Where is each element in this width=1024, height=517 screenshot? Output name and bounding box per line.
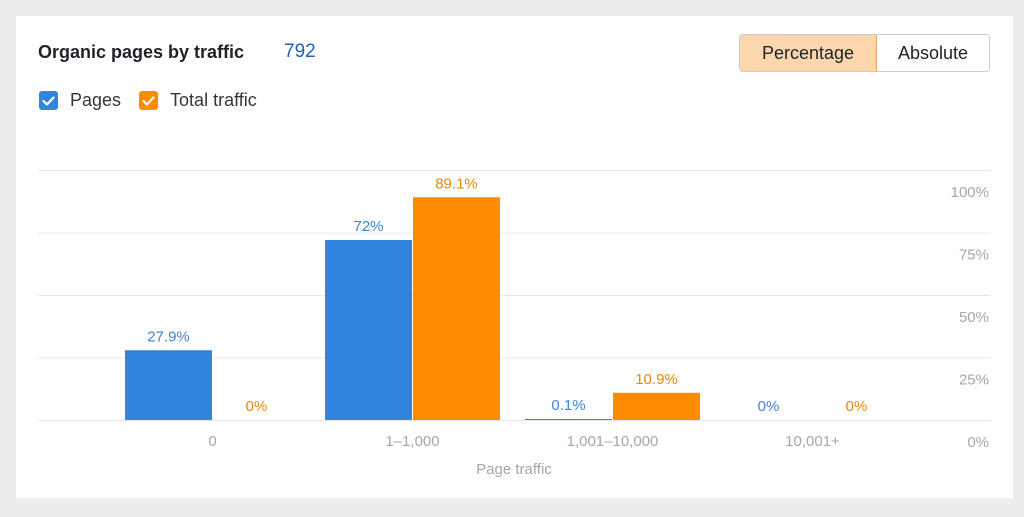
y-tick-label: 25% (959, 372, 989, 389)
bar-total-traffic (413, 197, 500, 420)
x-tick-label: 1–1,000 (385, 433, 439, 450)
checkbox-checked-icon[interactable] (139, 91, 159, 110)
bar-chart: 0% 25% 50% 75% 100% 27.9% 0% 0 72% 89.1% 1–1,000 0.… (38, 170, 991, 478)
percentage-button[interactable]: Percentage (740, 35, 877, 71)
x-tick-label: 1,001–10,000 (567, 433, 659, 450)
pages-count[interactable]: 792 (284, 41, 316, 62)
bar-total-traffic (613, 392, 700, 420)
checkbox-checked-icon[interactable] (39, 91, 58, 110)
legend-item-pages[interactable]: Pages (39, 90, 121, 111)
chart-title: Organic pages by traffic (38, 42, 245, 62)
legend: Pages Total traffic (39, 90, 275, 111)
data-label-total-traffic: 10.9% (635, 371, 678, 388)
data-label-total-traffic: 89.1% (435, 175, 478, 192)
bar-pages (125, 350, 212, 420)
x-tick-label: 0 (208, 433, 216, 450)
data-label-total-traffic: 0% (246, 398, 268, 415)
data-label-pages: 0.1% (551, 397, 585, 414)
y-tick-label: 75% (959, 247, 989, 264)
data-label-pages: 27.9% (147, 328, 190, 345)
view-toggle: Percentage Absolute (739, 34, 990, 72)
legend-item-total-traffic[interactable]: Total traffic (139, 90, 257, 111)
absolute-button[interactable]: Absolute (877, 35, 989, 71)
data-label-pages: 0% (758, 398, 780, 415)
chart-card: Organic pages by traffic 792 Percentage … (16, 16, 1013, 498)
y-tick-label: 100% (951, 184, 989, 201)
legend-label: Total traffic (170, 90, 257, 110)
y-tick-label: 50% (959, 309, 989, 326)
bar-pages (525, 419, 612, 420)
y-tick-label: 0% (967, 434, 989, 451)
x-tick-label: 10,001+ (785, 433, 840, 450)
bar-pages (325, 240, 412, 420)
data-label-total-traffic: 0% (846, 398, 868, 415)
legend-label: Pages (70, 90, 122, 110)
x-axis-label: Page traffic (476, 461, 552, 478)
data-label-pages: 72% (353, 218, 383, 235)
